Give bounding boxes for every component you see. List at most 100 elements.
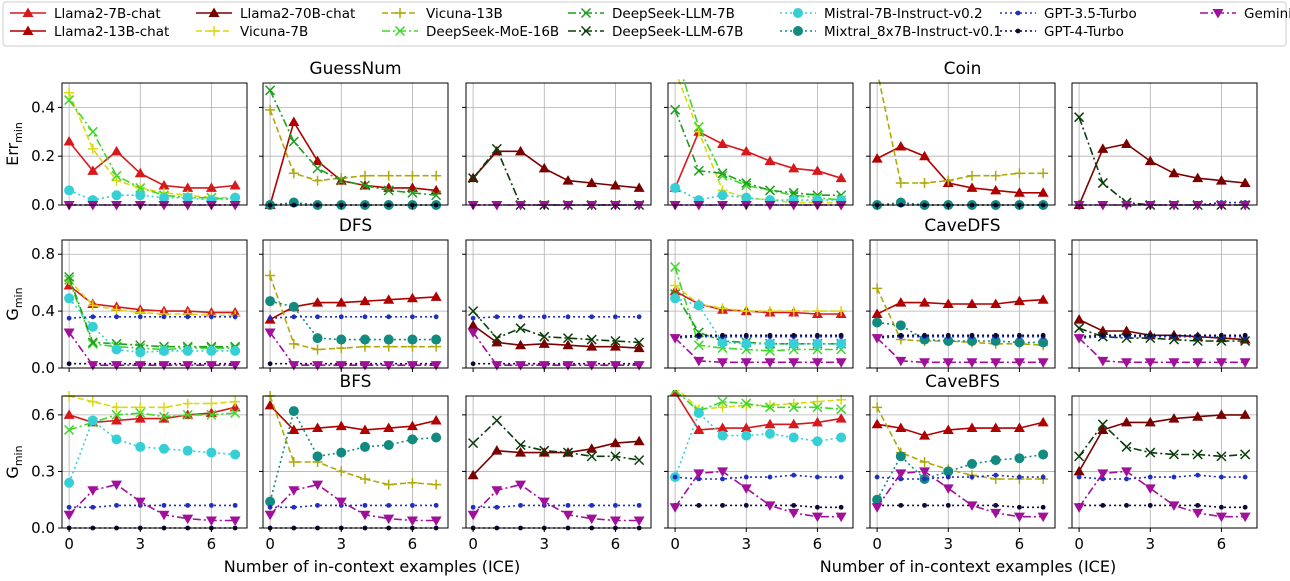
axes-frame — [262, 82, 449, 206]
data-point-gemini-pro — [63, 510, 75, 521]
data-point-gemini-pro — [740, 358, 752, 368]
data-point-deepseek-llm-67b — [1097, 178, 1108, 189]
panel-r2c5: 0 3 6 — [1068, 395, 1258, 553]
data-point-llama2-70b-chat — [1168, 413, 1180, 423]
data-point-gemini-pro — [586, 514, 598, 525]
data-point-gpt-3-5-turbo — [494, 314, 500, 320]
data-point-gpt-3-5-turbo — [232, 314, 238, 320]
data-point-gpt-4-turbo — [696, 502, 702, 508]
data-point-gemini-pro — [1215, 512, 1227, 523]
data-point-deepseek-llm-7b — [431, 190, 442, 201]
legend-label-mistral-7b-instruct-v0-2: Mistral-7B-Instruct-v0.2 — [824, 6, 983, 22]
data-point-gpt-3-5-turbo — [874, 474, 880, 480]
data-point-gpt-3-5-turbo — [291, 314, 297, 320]
data-point-llama2-13b-chat — [312, 155, 324, 166]
data-point-deepseek-moe-16b — [764, 402, 776, 413]
x-axis-label-right: Number of in-context examples (ICE) — [820, 557, 1116, 576]
data-point-gemini-pro — [764, 501, 776, 511]
data-point-deepseek-llm-67b — [634, 337, 645, 348]
data-point-llama2-70b-chat — [1168, 167, 1180, 178]
data-point-vicuna-13b — [943, 175, 954, 186]
data-point-llama2-7b-chat — [811, 165, 823, 175]
data-point-deepseek-llm-67b — [515, 439, 526, 451]
data-point-vicuna-7b — [764, 306, 775, 317]
data-point-mixtral-8x7b-instruct-v0-1 — [990, 455, 1001, 466]
data-point-gemini-pro — [288, 361, 300, 371]
data-point-mistral-7b-instruct-v0-2 — [670, 182, 681, 193]
data-point-llama2-70b-chat — [1097, 424, 1109, 434]
data-point-gpt-3-5-turbo — [945, 474, 951, 480]
data-point-llama2-70b-chat — [562, 339, 574, 350]
data-point-vicuna-7b — [111, 175, 122, 186]
panel-r0c1: GuessNum — [259, 59, 449, 210]
data-point-mistral-7b-instruct-v0-2 — [717, 430, 728, 441]
data-point-gemini-pro — [1144, 358, 1156, 368]
data-point-llama2-13b-chat — [288, 116, 300, 127]
axes-frame — [465, 395, 652, 529]
data-point-deepseek-llm-67b — [586, 334, 597, 345]
data-point-llama2-70b-chat — [609, 437, 621, 448]
legend-marker-llama2-7b-chat — [22, 7, 34, 17]
data-point-vicuna-7b — [788, 306, 799, 317]
data-point-llama2-70b-chat — [1121, 325, 1133, 336]
data-point-deepseek-moe-16b — [64, 424, 75, 435]
data-point-mistral-7b-instruct-v0-2 — [788, 338, 799, 349]
data-point-mistral-7b-instruct-v0-2 — [64, 293, 75, 304]
data-point-llama2-13b-chat — [990, 184, 1002, 195]
data-point-gemini-pro — [538, 497, 550, 508]
data-point-llama2-13b-chat — [1037, 416, 1049, 427]
data-point-gpt-3-5-turbo — [672, 474, 678, 480]
data-point-llama2-7b-chat — [717, 138, 729, 148]
data-point-vicuna-13b — [872, 283, 883, 294]
data-point-vicuna-13b — [359, 473, 370, 484]
data-point-llama2-70b-chat — [515, 447, 527, 457]
panel-r1c5 — [1068, 239, 1258, 372]
series-line-vicuna-7b — [68, 92, 236, 199]
data-point-mixtral-8x7b-instruct-v0-1 — [1038, 449, 1049, 460]
data-point-llama2-13b-chat — [383, 294, 395, 304]
data-point-llama2-70b-chat — [491, 445, 503, 455]
data-point-gpt-4-turbo — [1242, 504, 1248, 510]
data-point-gpt-3-5-turbo — [185, 502, 191, 508]
data-point-gpt-4-turbo — [1124, 332, 1129, 338]
data-point-llama2-7b-chat — [693, 424, 705, 434]
x-tick-label: 6 — [1217, 535, 1227, 553]
data-point-mixtral-8x7b-instruct-v0-1 — [383, 334, 394, 345]
data-point-deepseek-llm-67b — [1216, 451, 1227, 462]
data-point-mistral-7b-instruct-v0-2 — [64, 185, 75, 196]
data-point-vicuna-7b — [64, 87, 75, 98]
series-line-gemini-pro — [674, 337, 842, 364]
data-point-gpt-3-5-turbo — [518, 502, 523, 508]
legend-label-llama2-13b-chat: Llama2-13B-chat — [54, 24, 169, 40]
data-point-llama2-13b-chat — [895, 422, 907, 433]
data-point-gemini-pro — [788, 508, 800, 519]
data-point-gemini-pro — [562, 201, 574, 211]
data-point-llama2-7b-chat — [740, 145, 752, 156]
series-line-deepseek-llm-7b — [674, 109, 842, 196]
legend-entry-gpt-3-5-turbo: GPT-3.5-Turbo — [1000, 6, 1137, 22]
data-point-gpt-3-5-turbo — [565, 314, 571, 320]
data-point-gpt-4-turbo — [1147, 332, 1153, 338]
data-point-gpt-3-5-turbo — [386, 502, 392, 508]
data-point-deepseek-llm-67b — [468, 306, 479, 317]
data-point-llama2-13b-chat — [359, 424, 371, 434]
data-point-mistral-7b-instruct-v0-2 — [670, 293, 681, 304]
data-point-mistral-7b-instruct-v0-2 — [64, 477, 75, 488]
data-point-gpt-3-5-turbo — [636, 502, 642, 508]
data-point-mixtral-8x7b-instruct-v0-1 — [407, 434, 418, 445]
data-point-gpt-3-5-turbo — [209, 502, 214, 508]
data-point-vicuna-13b — [288, 168, 299, 179]
data-point-deepseek-llm-67b — [515, 323, 526, 334]
data-point-deepseek-llm-67b — [562, 447, 574, 458]
data-point-gemini-pro — [87, 361, 99, 371]
x-tick-label: 3 — [336, 535, 346, 553]
x-tick-label: 3 — [741, 535, 751, 553]
series-group — [871, 77, 1049, 210]
x-tick-label: 6 — [1015, 535, 1025, 553]
data-point-gpt-4-turbo — [1100, 502, 1106, 508]
data-point-gemini-pro — [562, 361, 574, 371]
data-point-mixtral-8x7b-instruct-v0-1 — [943, 466, 954, 477]
legend-marker-deepseek-llm-67b — [580, 25, 592, 37]
axes-frame — [262, 239, 449, 369]
data-point-vicuna-13b — [990, 170, 1001, 181]
